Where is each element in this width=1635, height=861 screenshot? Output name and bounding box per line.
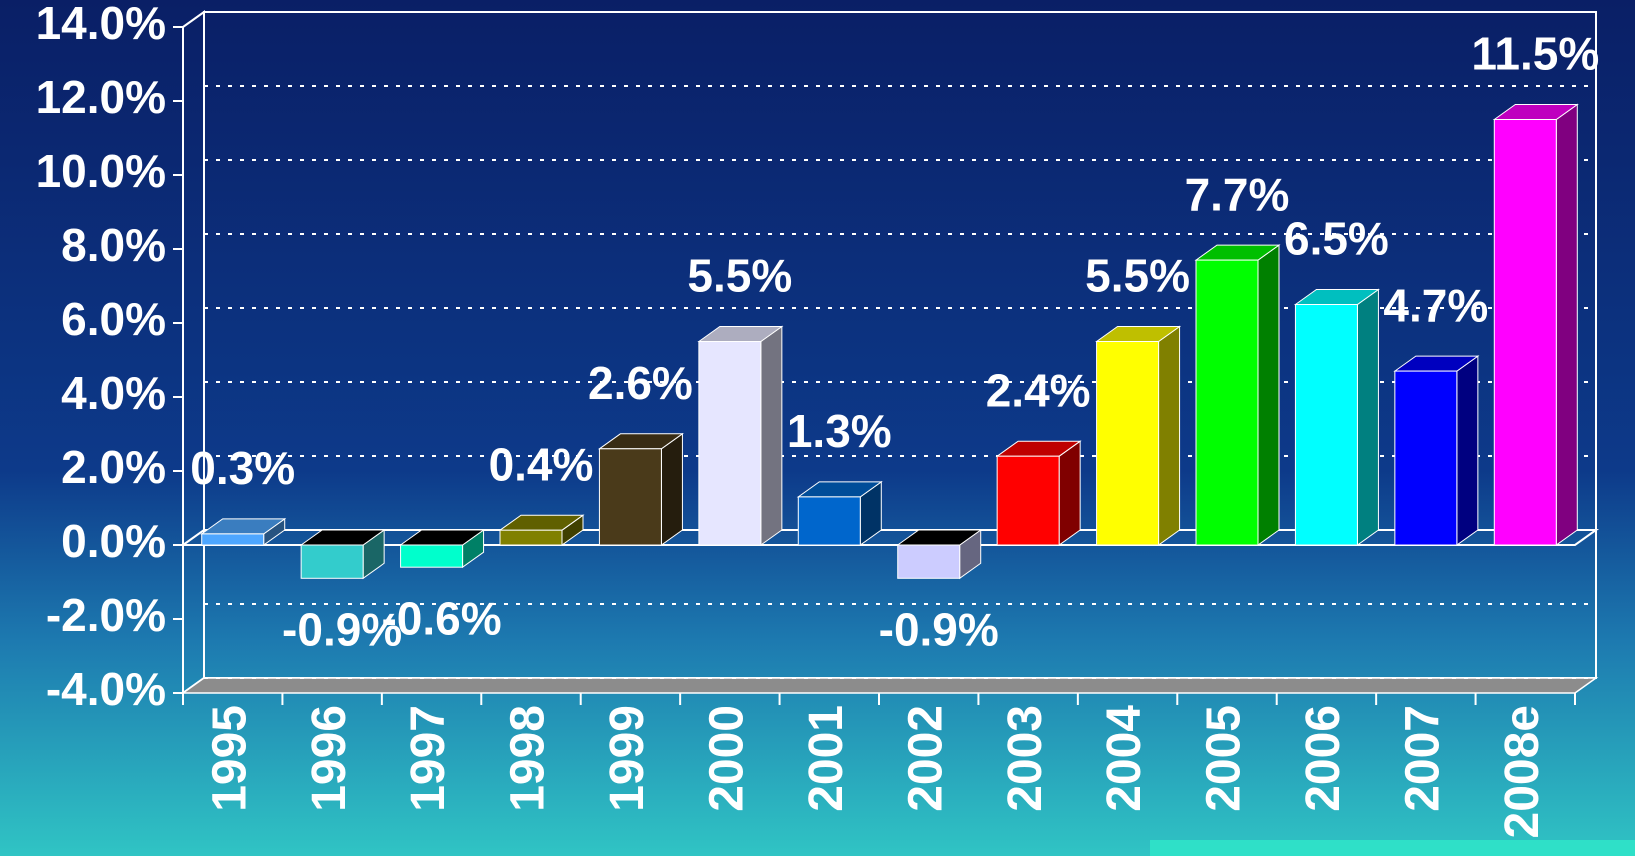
x-tick-label: 2007	[1397, 705, 1450, 812]
data-label: 4.7%	[1383, 279, 1488, 331]
y-tick-label: 8.0%	[61, 219, 166, 271]
bar	[897, 544, 961, 579]
data-label: 1.3%	[787, 405, 892, 457]
data-label: 11.5%	[1471, 28, 1599, 80]
x-tick-label: 2002	[899, 705, 952, 812]
x-tick-label: 2004	[1098, 705, 1151, 812]
y-tick-label: 2.0%	[61, 441, 166, 493]
decor-strip	[1150, 840, 1635, 856]
bar	[1394, 370, 1458, 546]
bar	[201, 533, 265, 546]
bar	[1195, 259, 1259, 546]
bar-side	[760, 325, 783, 546]
bar	[1096, 341, 1160, 546]
x-tick-label: 2001	[800, 705, 853, 812]
y-tick-label: 0.0%	[61, 515, 166, 567]
data-label: 0.3%	[190, 442, 295, 494]
data-label: 0.4%	[489, 438, 594, 490]
x-tick-label: 1997	[402, 705, 455, 812]
x-tick-label: 2005	[1198, 705, 1251, 812]
y-tick-label: 12.0%	[36, 71, 166, 123]
data-label: -0.6%	[381, 592, 501, 644]
data-label: 5.5%	[687, 250, 792, 302]
data-label: -0.9%	[879, 603, 999, 655]
bar	[996, 455, 1060, 546]
data-label: 2.4%	[986, 364, 1091, 416]
bar-side	[660, 432, 683, 546]
bar-side	[1356, 288, 1379, 546]
data-label: 6.5%	[1284, 213, 1389, 265]
data-label: -0.9%	[282, 603, 402, 655]
data-label: 7.7%	[1185, 168, 1290, 220]
bar	[698, 341, 762, 546]
x-tick-label: 2000	[701, 705, 754, 812]
x-tick-label: 2008e	[1496, 705, 1549, 838]
bar-side	[1456, 355, 1479, 546]
bar-side	[1058, 440, 1081, 546]
bar-side	[1555, 103, 1578, 546]
bar	[400, 544, 464, 568]
data-label: 2.6%	[588, 357, 693, 409]
bar-side	[1158, 325, 1181, 546]
y-tick-label: -2.0%	[46, 589, 166, 641]
y-tick-label: 4.0%	[61, 367, 166, 419]
y-tick-label: 6.0%	[61, 293, 166, 345]
bar	[1294, 304, 1358, 546]
bar	[1493, 119, 1557, 546]
x-tick-label: 1998	[502, 705, 555, 812]
bar	[598, 448, 662, 546]
bar-side	[1257, 244, 1280, 546]
bar	[499, 529, 563, 546]
y-tick-label: 10.0%	[36, 145, 166, 197]
x-tick-label: 1996	[303, 705, 356, 812]
x-tick-label: 2003	[999, 705, 1052, 812]
bar	[797, 496, 861, 546]
y-tick-label: 14.0%	[36, 0, 166, 49]
data-label: 5.5%	[1085, 250, 1190, 302]
x-tick-label: 1995	[203, 705, 256, 812]
bar	[300, 544, 364, 579]
x-tick-label: 2006	[1297, 705, 1350, 812]
floor	[180, 677, 1599, 694]
x-tick-label: 1999	[601, 705, 654, 812]
y-tick-label: -4.0%	[46, 663, 166, 715]
